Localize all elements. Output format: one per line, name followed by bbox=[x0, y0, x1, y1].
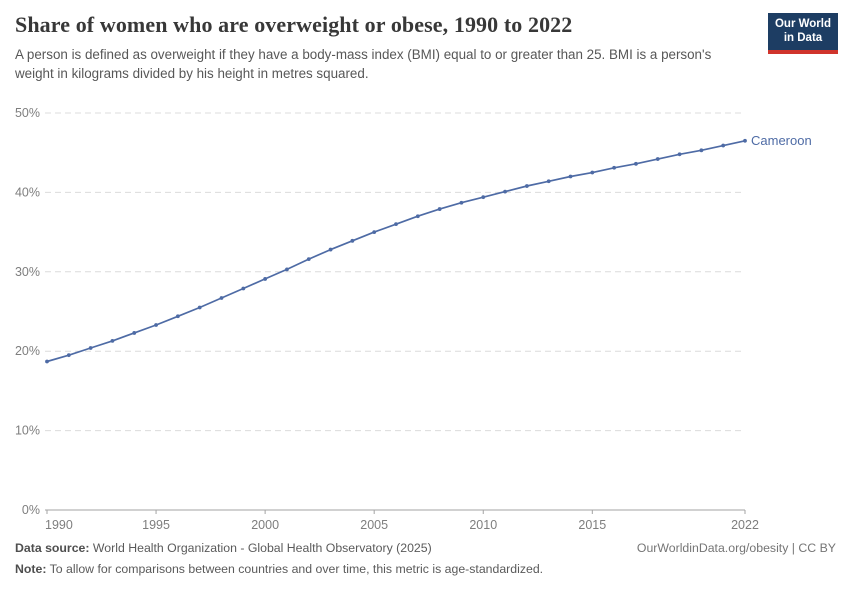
y-axis-label: 40% bbox=[15, 185, 40, 199]
note-text: To allow for comparisons between countri… bbox=[46, 562, 544, 577]
x-axis-label: 1990 bbox=[45, 518, 73, 532]
y-axis-label: 50% bbox=[15, 106, 40, 120]
data-point[interactable] bbox=[154, 323, 158, 327]
data-point[interactable] bbox=[45, 359, 49, 364]
data-point[interactable] bbox=[132, 331, 137, 335]
note-line: Note: To allow for comparisons between c… bbox=[15, 562, 543, 577]
y-axis-label: 20% bbox=[15, 344, 40, 358]
logo-line1: Our World bbox=[774, 18, 831, 30]
chart-title: Share of women who are overweight or obe… bbox=[15, 12, 573, 37]
data-source-label: Data source: bbox=[15, 541, 90, 555]
note-label: Note: bbox=[15, 562, 47, 577]
data-point[interactable] bbox=[66, 353, 71, 358]
data-point[interactable] bbox=[394, 222, 398, 227]
x-axis-label: 2000 bbox=[251, 518, 279, 532]
data-point[interactable] bbox=[437, 207, 442, 211]
data-point[interactable] bbox=[721, 143, 726, 148]
data-point[interactable] bbox=[110, 338, 115, 343]
logo-line2: in Data bbox=[783, 31, 823, 44]
data-point[interactable] bbox=[372, 230, 377, 235]
data-point[interactable] bbox=[175, 314, 180, 319]
data-source-line: Data source: World Health Organization -… bbox=[15, 541, 543, 556]
owid-logo: Our World in Data bbox=[768, 13, 838, 54]
data-point[interactable] bbox=[503, 189, 507, 194]
data-point[interactable] bbox=[743, 138, 747, 143]
chart-header: Share of women who are overweight or obe… bbox=[15, 12, 760, 83]
data-point[interactable] bbox=[285, 267, 289, 272]
data-point[interactable] bbox=[241, 286, 246, 291]
data-point[interactable] bbox=[481, 195, 486, 200]
data-point[interactable] bbox=[219, 296, 224, 300]
y-axis-label: 10% bbox=[15, 424, 40, 438]
data-point[interactable] bbox=[699, 148, 704, 153]
data-point[interactable] bbox=[306, 257, 311, 261]
x-axis-label: 2015 bbox=[578, 518, 606, 532]
x-axis-label: 1995 bbox=[142, 518, 170, 532]
data-point[interactable] bbox=[415, 214, 420, 219]
data-point[interactable] bbox=[568, 174, 573, 179]
data-point[interactable] bbox=[546, 179, 551, 184]
data-point[interactable] bbox=[634, 161, 638, 166]
data-point[interactable] bbox=[350, 238, 355, 243]
entity-label[interactable]: Cameroon bbox=[751, 133, 812, 148]
data-point[interactable] bbox=[197, 305, 202, 310]
data-point[interactable] bbox=[524, 184, 529, 188]
x-axis-label: 2010 bbox=[469, 518, 497, 532]
data-point[interactable] bbox=[590, 170, 595, 175]
x-axis-label: 2022 bbox=[731, 518, 759, 532]
data-point[interactable] bbox=[263, 277, 268, 281]
x-axis-label: 2005 bbox=[360, 518, 388, 532]
data-line[interactable] bbox=[46, 139, 746, 363]
data-point[interactable] bbox=[328, 247, 333, 252]
chart-footer: Data source: World Health Organization -… bbox=[15, 541, 836, 584]
footer-citation-link[interactable]: OurWorldinData.org/obesity | CC BY bbox=[636, 541, 836, 555]
footer-left: Data source: World Health Organization -… bbox=[15, 541, 543, 584]
data-point[interactable] bbox=[655, 157, 660, 161]
data-point[interactable] bbox=[88, 346, 93, 350]
chart-subtitle: A person is defined as overweight if the… bbox=[15, 47, 712, 82]
data-point[interactable] bbox=[677, 152, 682, 157]
y-axis-label: 30% bbox=[15, 265, 40, 279]
y-axis-label: 0% bbox=[22, 503, 40, 517]
data-point[interactable] bbox=[459, 200, 464, 205]
data-point[interactable] bbox=[612, 165, 617, 170]
data-source-text: World Health Organization - Global Healt… bbox=[89, 541, 432, 555]
